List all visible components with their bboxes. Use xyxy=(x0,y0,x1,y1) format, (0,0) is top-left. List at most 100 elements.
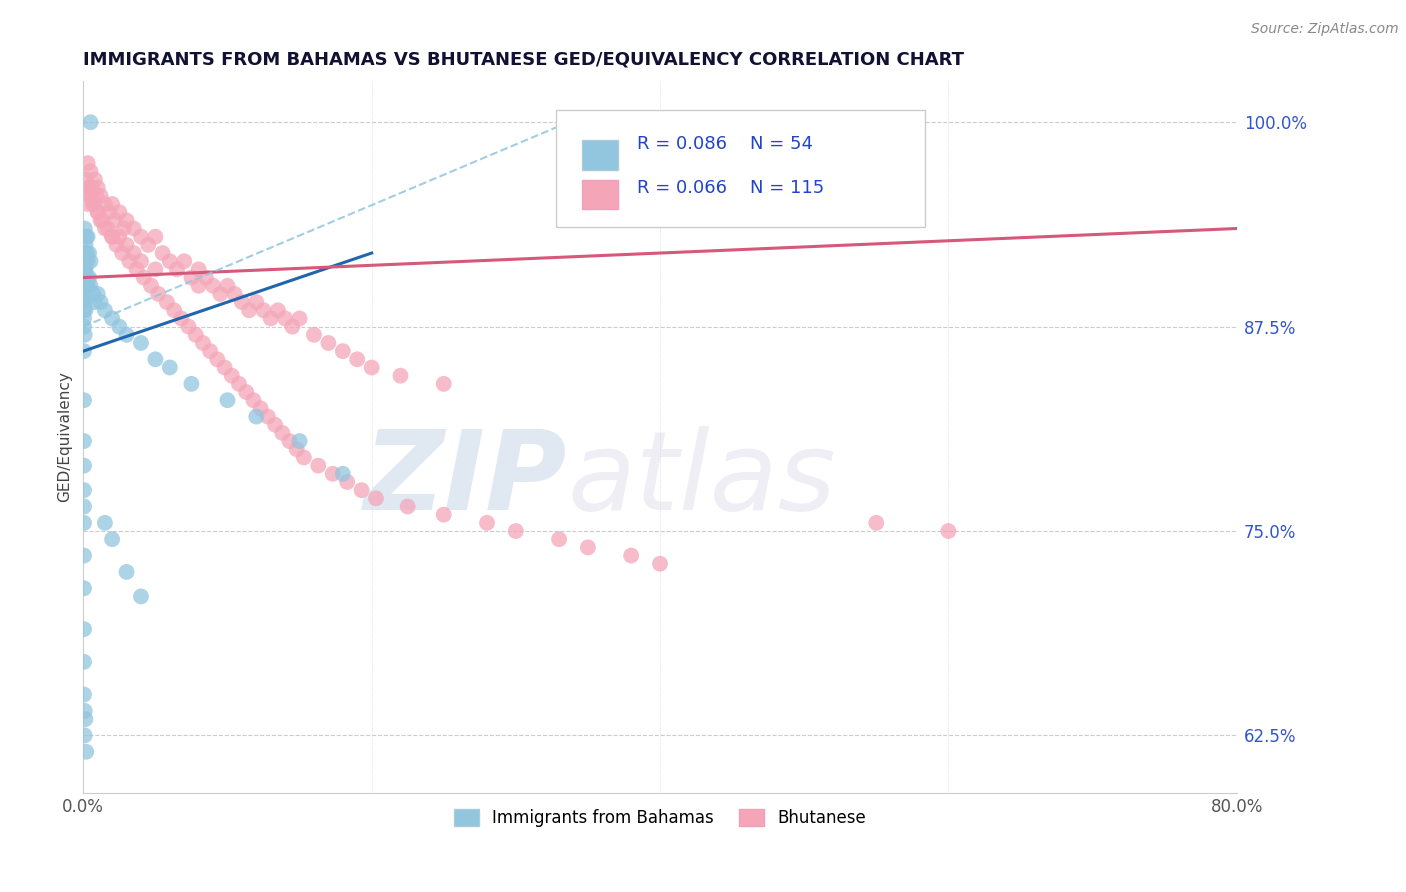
Point xyxy=(180,376,202,391)
Text: ZIP: ZIP xyxy=(364,426,568,533)
Point xyxy=(77,246,100,260)
Point xyxy=(548,532,571,546)
Text: R = 0.086    N = 54: R = 0.086 N = 54 xyxy=(637,135,813,153)
Point xyxy=(184,327,207,342)
Point xyxy=(396,500,419,514)
Point xyxy=(86,180,108,194)
Point xyxy=(108,319,131,334)
Point xyxy=(86,205,108,219)
Point xyxy=(346,352,368,367)
FancyBboxPatch shape xyxy=(557,110,925,227)
Point xyxy=(198,344,221,359)
Point xyxy=(90,213,112,227)
Point xyxy=(84,189,107,203)
Point xyxy=(242,393,264,408)
Point xyxy=(122,246,145,260)
Point xyxy=(129,254,152,268)
Point xyxy=(79,115,101,129)
Point xyxy=(260,311,283,326)
Point xyxy=(97,221,120,235)
FancyBboxPatch shape xyxy=(582,179,619,210)
Point xyxy=(73,287,96,301)
Point xyxy=(73,549,96,563)
Point xyxy=(76,270,98,285)
Point xyxy=(73,434,96,448)
Point xyxy=(145,262,167,277)
Point xyxy=(101,311,124,326)
Point xyxy=(433,508,456,522)
Point xyxy=(73,221,96,235)
Point xyxy=(83,172,105,186)
Point xyxy=(94,516,117,530)
Point xyxy=(264,417,287,432)
Point xyxy=(187,278,209,293)
Point xyxy=(73,344,96,359)
Point xyxy=(73,246,96,260)
Point xyxy=(194,270,217,285)
Point xyxy=(288,434,311,448)
Point xyxy=(288,311,311,326)
Point xyxy=(177,319,200,334)
Point xyxy=(318,336,340,351)
Point xyxy=(79,278,101,293)
Point xyxy=(73,516,96,530)
Point xyxy=(79,254,101,268)
Point xyxy=(505,524,527,538)
Point xyxy=(209,287,232,301)
Point xyxy=(108,229,131,244)
Point xyxy=(648,557,671,571)
Point xyxy=(238,303,260,318)
Point xyxy=(105,238,128,252)
Point xyxy=(73,311,96,326)
Point xyxy=(350,483,373,497)
Point xyxy=(267,303,290,318)
Point xyxy=(202,278,225,293)
Point xyxy=(576,541,599,555)
Point xyxy=(152,246,174,260)
Point xyxy=(75,238,97,252)
Point xyxy=(73,262,96,277)
Point xyxy=(221,368,243,383)
Point xyxy=(80,180,103,194)
Point xyxy=(82,197,104,211)
Point xyxy=(132,270,155,285)
FancyBboxPatch shape xyxy=(582,140,619,170)
Point xyxy=(620,549,643,563)
Point xyxy=(73,295,96,310)
Point xyxy=(73,393,96,408)
Point xyxy=(389,368,412,383)
Point xyxy=(278,434,301,448)
Point xyxy=(115,565,138,579)
Point xyxy=(129,229,152,244)
Point xyxy=(73,655,96,669)
Point xyxy=(170,311,193,326)
Point xyxy=(145,229,167,244)
Point xyxy=(292,450,315,465)
Point xyxy=(98,205,121,219)
Text: Source: ZipAtlas.com: Source: ZipAtlas.com xyxy=(1251,22,1399,37)
Text: R = 0.066    N = 115: R = 0.066 N = 115 xyxy=(637,179,824,197)
Point xyxy=(75,254,97,268)
Point xyxy=(166,262,188,277)
Point xyxy=(271,425,294,440)
Point xyxy=(101,229,124,244)
Point xyxy=(245,409,267,424)
Point xyxy=(73,458,96,473)
Point xyxy=(75,303,97,318)
Point xyxy=(101,532,124,546)
Point xyxy=(82,287,104,301)
Point xyxy=(79,189,101,203)
Point xyxy=(73,327,96,342)
Point xyxy=(75,229,97,244)
Point xyxy=(145,352,167,367)
Point xyxy=(360,360,382,375)
Point xyxy=(322,467,344,481)
Point xyxy=(159,254,181,268)
Point xyxy=(75,262,97,277)
Point xyxy=(231,295,253,310)
Point xyxy=(332,344,354,359)
Point xyxy=(77,180,100,194)
Point xyxy=(433,376,456,391)
Point xyxy=(94,303,117,318)
Point xyxy=(936,524,959,538)
